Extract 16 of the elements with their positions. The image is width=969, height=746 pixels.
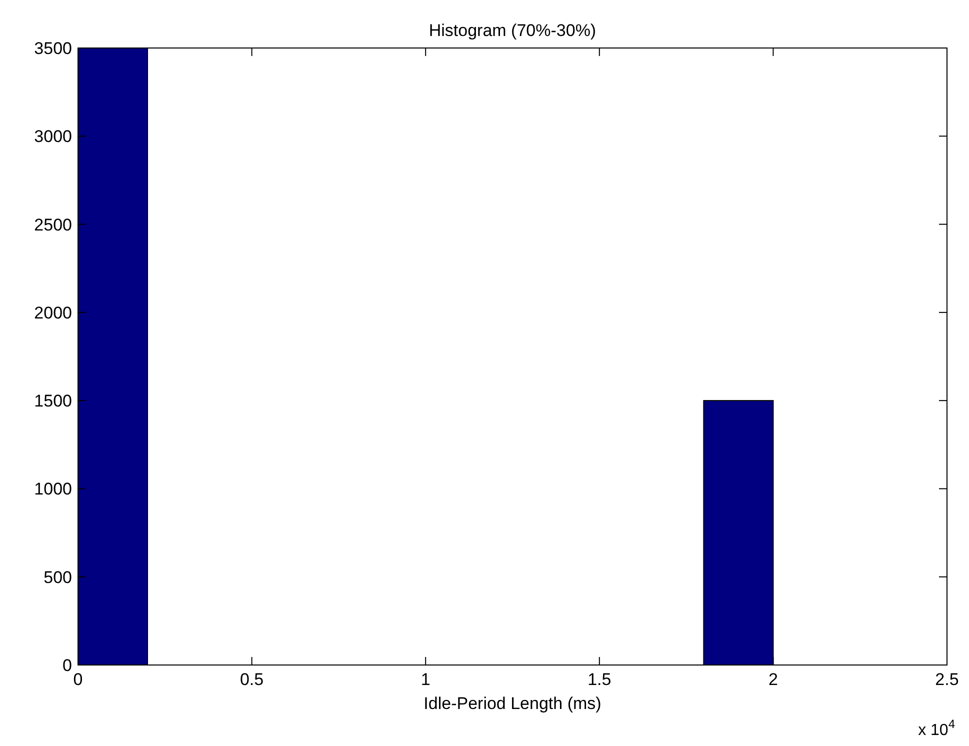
x-tick-label: 0.5	[240, 670, 264, 689]
x-tick-label: 1.5	[588, 670, 612, 689]
chart-title: Histogram (70%-30%)	[428, 21, 596, 40]
y-tick-label: 1500	[34, 392, 72, 411]
y-tick-label: 1000	[34, 480, 72, 499]
y-tick-label: 0	[62, 656, 72, 675]
x-tick-label: 2.5	[935, 670, 959, 689]
x-tick-label: 2	[768, 670, 778, 689]
x-axis-title: Idle-Period Length (ms)	[424, 694, 602, 713]
y-tick-label: 3000	[34, 127, 72, 146]
y-tick-label: 500	[44, 568, 72, 587]
text: x 10$^{4}$	[918, 717, 956, 739]
x-tick-label: 1	[420, 670, 430, 689]
y-tick-label: 3500	[34, 39, 72, 58]
y-tick-label: 2000	[34, 303, 72, 322]
y-tick-label: 2500	[34, 215, 72, 234]
